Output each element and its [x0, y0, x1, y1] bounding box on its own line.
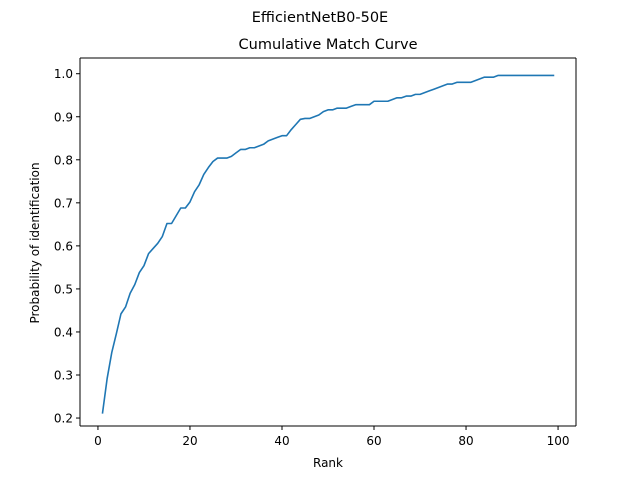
y-tick-label: 0.2: [54, 412, 73, 426]
y-axis-label: Probability of identification: [28, 162, 42, 323]
x-tick-label: 80: [458, 434, 473, 448]
x-tick-label: 40: [274, 434, 289, 448]
y-tick-label: 0.6: [54, 239, 73, 253]
chart-title: Cumulative Match Curve: [239, 37, 418, 53]
y-tick-label: 0.4: [54, 325, 73, 339]
series-line-1: [101, 74, 555, 414]
x-tick-label: 100: [547, 434, 570, 448]
plot-area: 0 20 40 60 80 100 0.2 0.3 0.4 0.5 0.6 0.7 0.8 0.9 1.0: [54, 57, 577, 448]
y-tick-label: 0.8: [54, 153, 73, 167]
x-axis-label: Rank: [313, 456, 343, 470]
x-tick-label: 20: [182, 434, 197, 448]
y-tick-label: 0.7: [54, 196, 73, 210]
y-tick-label: 0.5: [54, 282, 73, 296]
y-tick-label: 0.3: [54, 368, 73, 382]
x-tick-label: 0: [94, 434, 102, 448]
y-tick-label: 0.9: [54, 110, 73, 124]
x-tick-label: 60: [366, 434, 381, 448]
y-tick-label: 1.0: [54, 67, 73, 81]
figure-suptitle: EfficientNetB0-50E: [252, 10, 388, 26]
